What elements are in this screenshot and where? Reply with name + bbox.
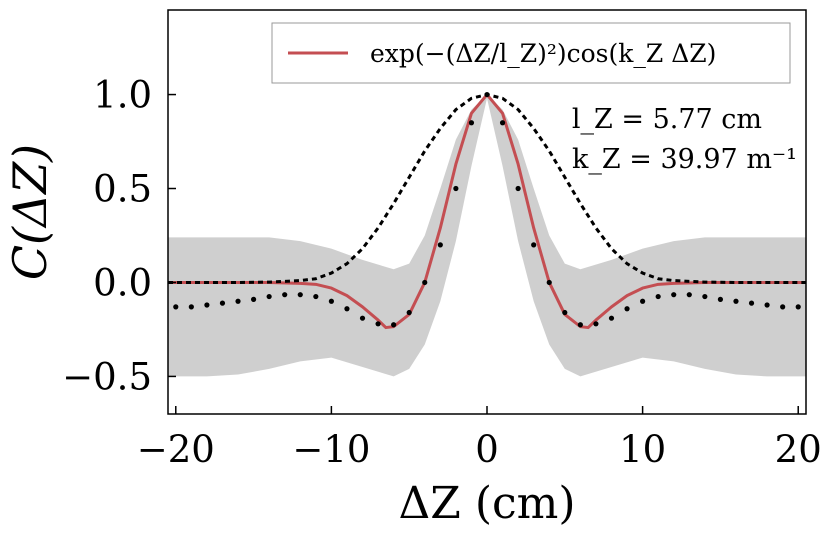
y-tick-label: −0.5: [62, 355, 152, 398]
measured-point: [671, 292, 677, 298]
y-tick-label: 0.5: [93, 168, 152, 211]
measured-point: [764, 302, 770, 308]
measured-point: [546, 279, 552, 286]
measured-point: [499, 120, 506, 126]
measured-point: [250, 296, 257, 302]
measured-point: [608, 315, 615, 321]
measured-point: [484, 91, 490, 98]
measured-point: [235, 298, 241, 304]
measured-point: [204, 302, 210, 308]
y-tick-label: 1.0: [93, 74, 152, 117]
x-axis-title: ΔZ (cm): [398, 478, 575, 529]
y-axis-title: C(ΔZ): [3, 144, 57, 280]
legend: exp(−(ΔZ/l_Z)²)cos(k_Z ΔZ): [271, 22, 791, 84]
uncertainty-band: [168, 94, 806, 377]
measured-point: [297, 292, 303, 298]
measured-point: [780, 304, 786, 310]
legend-box: [271, 22, 791, 84]
measured-point: [219, 300, 226, 306]
measured-point: [640, 298, 646, 304]
annotation-kz: k_Z = 39.97 m⁻¹: [572, 144, 797, 175]
x-tick-label: 10: [619, 428, 666, 471]
y-tick-label: 0.0: [93, 261, 152, 304]
x-tick-label: −20: [137, 428, 215, 471]
measured-point: [577, 322, 583, 328]
measured-point: [422, 279, 428, 286]
annotation-lz: l_Z = 5.77 cm: [572, 104, 762, 135]
x-tick-label: −10: [292, 428, 370, 471]
measured-point: [733, 298, 739, 304]
measured-point: [344, 306, 350, 312]
measured-point: [624, 306, 630, 312]
measured-point: [593, 321, 599, 327]
measured-point: [391, 322, 397, 328]
measured-point: [717, 296, 724, 302]
measured-point: [406, 309, 412, 316]
x-tick-label: 20: [775, 428, 822, 471]
legend-label: exp(−(ΔZ/l_Z)²)cos(k_Z ΔZ): [370, 39, 716, 68]
measured-point: [795, 304, 801, 310]
measured-point: [375, 321, 381, 327]
measured-point: [748, 300, 755, 306]
measured-point: [437, 242, 443, 248]
measured-point: [686, 292, 692, 298]
measured-point: [515, 185, 521, 192]
measured-point: [173, 304, 179, 310]
measured-point: [282, 292, 288, 298]
band-layer: [168, 94, 806, 377]
measured-point: [313, 293, 319, 300]
measured-point: [562, 309, 568, 316]
measured-point: [702, 293, 708, 300]
line-layer: [168, 91, 806, 330]
measured-point: [655, 293, 661, 300]
tick-layer: −20 −10 0 10 20 −0.5 0.0 0.5 1.0: [62, 74, 822, 471]
measured-point: [328, 298, 334, 304]
measured-point: [359, 315, 366, 321]
measured-point: [188, 304, 194, 310]
x-tick-label: 0: [475, 428, 499, 471]
measured-point: [468, 120, 475, 126]
measured-point: [453, 185, 459, 192]
measured-point: [531, 242, 537, 248]
measured-point: [266, 293, 272, 300]
